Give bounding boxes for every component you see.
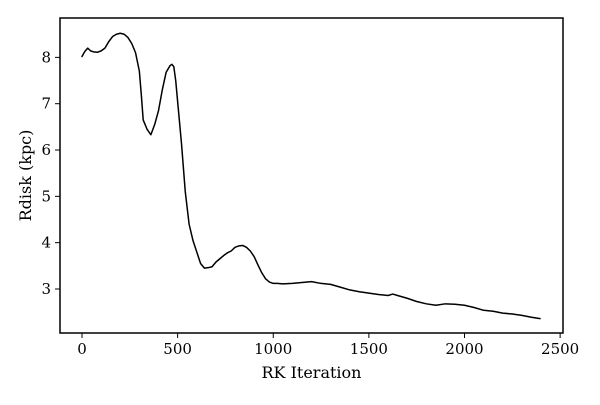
x-tick-label: 1000 [254,340,292,358]
x-tick-label: 1500 [350,340,388,358]
x-tick-label: 0 [77,340,87,358]
y-axis-label: Rdisk (kpc) [16,130,35,222]
x-axis-label: RK Iteration [262,363,362,382]
series-line [81,32,541,320]
y-tick-label: 3 [41,280,51,298]
y-tick-label: 8 [41,48,51,66]
x-tick-label: 2500 [541,340,579,358]
plot-frame [59,17,564,334]
y-tick-label: 5 [41,187,51,205]
y-tick-label: 6 [41,141,51,159]
x-tick-label: 2000 [445,340,483,358]
y-tick-label: 4 [41,234,51,252]
x-tick-label: 500 [163,340,192,358]
y-tick-label: 7 [41,95,51,113]
